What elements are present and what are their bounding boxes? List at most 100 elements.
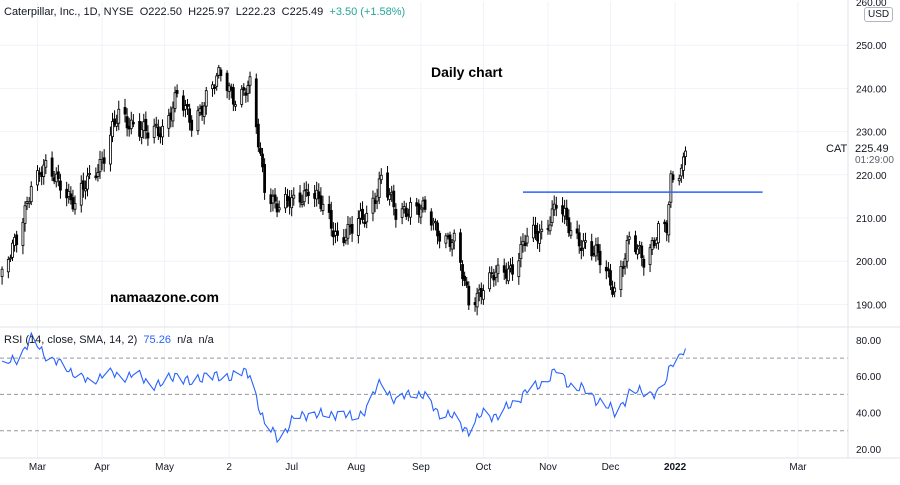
rsi-tick-label: 20.00 bbox=[856, 445, 881, 456]
symbol-legend[interactable]: Caterpillar, Inc., 1D, NYSE O222.50 H225… bbox=[4, 6, 405, 18]
x-tick-label: Jul bbox=[285, 462, 298, 473]
x-tick-label: Nov bbox=[539, 462, 557, 473]
candle-body bbox=[273, 194, 277, 202]
last-price-value: 225.49 bbox=[855, 143, 889, 155]
candle-body bbox=[88, 173, 91, 175]
legend-low: L222.23 bbox=[235, 6, 276, 18]
candle-body bbox=[496, 264, 500, 275]
candle-body bbox=[452, 232, 456, 242]
candle-body bbox=[581, 240, 585, 249]
candle-body bbox=[231, 87, 235, 105]
candle-body bbox=[211, 84, 214, 90]
candle-body bbox=[598, 250, 602, 266]
candle-body bbox=[261, 153, 264, 168]
candle-body bbox=[517, 260, 521, 278]
x-tick-label: Mar bbox=[789, 462, 807, 473]
candle-body bbox=[102, 157, 106, 164]
candle-body bbox=[0, 268, 4, 277]
candle-body bbox=[392, 190, 396, 208]
candle-body bbox=[144, 118, 148, 132]
price-tick-label: 190.00 bbox=[856, 300, 887, 311]
candle-body bbox=[677, 178, 681, 182]
candle-body bbox=[346, 224, 350, 239]
candle-body bbox=[669, 173, 673, 203]
x-tick-label: Dec bbox=[602, 462, 620, 473]
candle-body bbox=[186, 103, 189, 107]
candle-body bbox=[609, 270, 612, 286]
symbol-price-label: CAT bbox=[826, 143, 848, 155]
candle-body bbox=[400, 208, 404, 218]
candle-body bbox=[73, 203, 77, 210]
candle-body bbox=[277, 207, 281, 211]
candle-body bbox=[409, 202, 412, 218]
candle-body bbox=[625, 240, 629, 262]
candle-body bbox=[619, 266, 623, 290]
x-tick-label: Oct bbox=[476, 462, 492, 473]
candle-body bbox=[534, 224, 537, 234]
rsi-value: 75.26 bbox=[143, 334, 171, 346]
currency-badge[interactable]: USD bbox=[864, 7, 894, 22]
candle-body bbox=[11, 242, 14, 258]
candle-body bbox=[29, 186, 33, 203]
candle-body bbox=[304, 189, 308, 191]
candle-body bbox=[111, 121, 114, 138]
candle-body bbox=[138, 121, 141, 137]
candle-body bbox=[36, 170, 39, 186]
rsi-series-line bbox=[1, 331, 687, 444]
candle-body bbox=[240, 88, 244, 105]
candle-body bbox=[596, 244, 600, 254]
candle-body bbox=[575, 228, 579, 234]
candle-body bbox=[634, 235, 637, 253]
candle-body bbox=[363, 221, 367, 225]
candle-body bbox=[375, 195, 379, 202]
candle-body bbox=[152, 125, 156, 138]
legend-symbol: Caterpillar, Inc., 1D, NYSE bbox=[4, 6, 134, 18]
candle-body bbox=[50, 157, 54, 177]
candle-body bbox=[215, 75, 219, 87]
candle-body bbox=[577, 232, 581, 247]
candle-body bbox=[623, 258, 627, 267]
candle-body bbox=[463, 275, 467, 282]
candle-body bbox=[394, 208, 398, 220]
rsi-legend[interactable]: RSI (14, close, SMA, 14, 2) 75.26 n/a n/… bbox=[4, 334, 214, 346]
candle-body bbox=[465, 281, 469, 286]
candle-body bbox=[448, 234, 452, 247]
candle-body bbox=[525, 235, 529, 244]
candle-body bbox=[371, 197, 375, 214]
candle-body bbox=[219, 69, 223, 76]
candle-body bbox=[523, 242, 527, 246]
candle-body bbox=[300, 202, 304, 205]
watermark-text: namaazone.com bbox=[110, 289, 219, 305]
candle-body bbox=[329, 210, 333, 229]
candle-body bbox=[292, 194, 296, 199]
candle-body bbox=[242, 87, 246, 91]
candle-body bbox=[234, 104, 237, 107]
rsi-tick-label: 80.00 bbox=[856, 336, 881, 347]
candle-body bbox=[98, 159, 102, 173]
candle-body bbox=[550, 208, 554, 224]
candle-body bbox=[569, 230, 573, 236]
candle-body bbox=[59, 180, 62, 191]
candle-body bbox=[590, 241, 594, 257]
candle-body bbox=[540, 228, 544, 232]
candle-body bbox=[679, 167, 683, 177]
candle-body bbox=[113, 118, 116, 125]
candle-body bbox=[344, 236, 348, 241]
price-tick-label: 240.00 bbox=[856, 84, 887, 95]
price-tick-label: 210.00 bbox=[856, 214, 887, 225]
candle-body bbox=[684, 150, 687, 157]
candle-body bbox=[248, 76, 252, 86]
candle-body bbox=[15, 234, 19, 246]
candle-body bbox=[350, 223, 354, 234]
candle-body bbox=[161, 125, 164, 138]
candle-body bbox=[181, 95, 185, 111]
candle-body bbox=[244, 92, 248, 96]
rsi-tick-label: 60.00 bbox=[856, 372, 881, 383]
candle-body bbox=[23, 205, 27, 224]
candle-body bbox=[656, 223, 660, 244]
candle-body bbox=[21, 221, 25, 247]
candle-body bbox=[317, 191, 321, 199]
x-tick-label: 2022 bbox=[664, 462, 687, 473]
candle-body bbox=[254, 78, 258, 128]
candle-body bbox=[129, 119, 133, 129]
